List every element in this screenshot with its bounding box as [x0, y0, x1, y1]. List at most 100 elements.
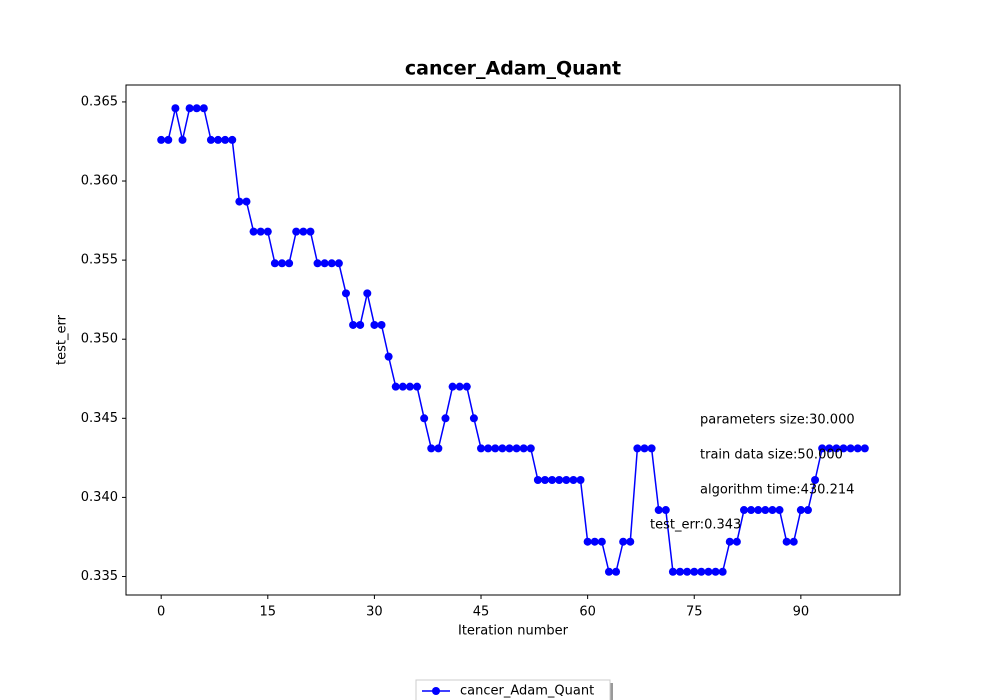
point	[171, 104, 180, 113]
y-axis-label: test_err	[55, 314, 70, 365]
point	[228, 135, 237, 144]
point	[192, 104, 201, 113]
point	[718, 567, 727, 576]
point	[498, 444, 507, 453]
point	[761, 506, 770, 515]
point	[839, 444, 848, 453]
point	[221, 135, 230, 144]
point	[292, 227, 301, 236]
point	[405, 382, 414, 391]
point	[803, 506, 812, 515]
point	[469, 414, 478, 423]
point	[327, 259, 336, 268]
point	[548, 475, 557, 484]
point	[512, 444, 521, 453]
point	[263, 227, 272, 236]
point	[612, 567, 621, 576]
point	[576, 475, 585, 484]
annotation: algorithm time:430.214	[700, 483, 854, 498]
annotation: train data size:50.000	[700, 448, 843, 463]
point	[555, 475, 564, 484]
point	[725, 537, 734, 546]
point	[619, 537, 628, 546]
legend-box	[415, 679, 611, 700]
y-tick-label: 0.345	[81, 411, 118, 426]
point	[270, 259, 279, 268]
point	[349, 320, 358, 329]
point	[775, 506, 784, 515]
point	[164, 135, 173, 144]
point	[654, 506, 663, 515]
point	[505, 444, 514, 453]
point	[427, 444, 436, 453]
point	[384, 352, 393, 361]
point	[477, 444, 486, 453]
point	[825, 444, 834, 453]
point	[789, 537, 798, 546]
x-tick-label: 30	[366, 605, 383, 620]
point	[356, 320, 365, 329]
x-tick-label: 90	[793, 605, 810, 620]
point	[484, 444, 493, 453]
y-tick-label: 0.350	[81, 332, 118, 347]
point	[420, 414, 429, 423]
point	[519, 444, 528, 453]
point	[249, 227, 258, 236]
point	[313, 259, 322, 268]
point	[853, 444, 862, 453]
point	[526, 444, 535, 453]
point	[626, 537, 635, 546]
point	[206, 135, 215, 144]
point	[668, 567, 677, 576]
point	[242, 197, 251, 206]
point	[732, 537, 741, 546]
point	[697, 567, 706, 576]
point	[441, 414, 450, 423]
point	[306, 227, 315, 236]
point	[683, 567, 692, 576]
point	[341, 289, 350, 298]
point	[711, 567, 720, 576]
point	[448, 382, 457, 391]
point	[690, 567, 699, 576]
x-tick-label: 60	[579, 605, 596, 620]
x-tick-label: 45	[473, 605, 490, 620]
point	[334, 259, 343, 268]
y-tick-label: 0.365	[81, 94, 118, 109]
point	[199, 104, 208, 113]
point	[704, 567, 713, 576]
point	[256, 227, 265, 236]
y-tick-label: 0.360	[81, 174, 118, 189]
point	[455, 382, 464, 391]
point	[157, 135, 166, 144]
point	[739, 506, 748, 515]
point	[398, 382, 407, 391]
point	[583, 537, 592, 546]
legend-marker	[432, 687, 440, 695]
point	[640, 444, 649, 453]
point	[633, 444, 642, 453]
point	[832, 444, 841, 453]
point	[540, 475, 549, 484]
point	[235, 197, 244, 206]
point	[278, 259, 287, 268]
point	[782, 537, 791, 546]
point	[569, 475, 578, 484]
legend-label: cancer_Adam_Quant	[460, 684, 594, 699]
point	[370, 320, 379, 329]
point	[363, 289, 372, 298]
point	[214, 135, 223, 144]
point	[754, 506, 763, 515]
y-tick-label: 0.355	[81, 253, 118, 268]
point	[491, 444, 500, 453]
point	[747, 506, 756, 515]
point	[811, 475, 820, 484]
point	[377, 320, 386, 329]
point	[860, 444, 869, 453]
y-tick-label: 0.340	[81, 490, 118, 505]
point	[178, 135, 187, 144]
point	[661, 506, 670, 515]
x-tick-label: 15	[260, 605, 277, 620]
